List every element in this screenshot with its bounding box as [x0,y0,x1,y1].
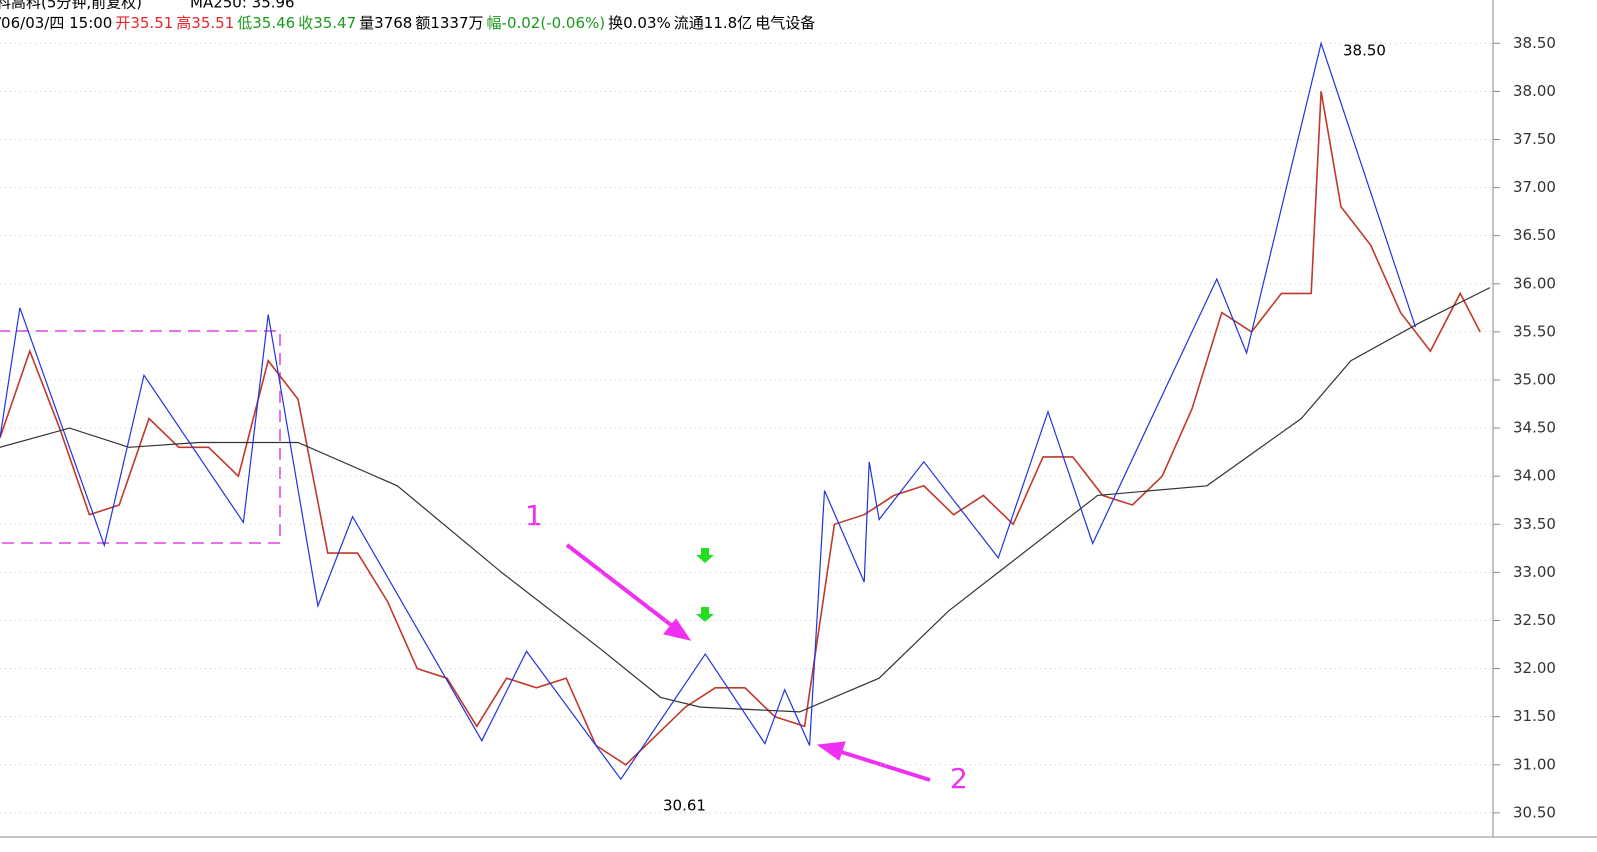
info-item: /06/03/四 15:00 [0,14,113,32]
y-tick-label: 37.50 [1513,130,1556,148]
y-tick-label: 36.00 [1513,274,1556,292]
ma-label: MA250: 35.96 [190,0,295,12]
signal-arrows [696,548,714,622]
y-tick-label: 33.00 [1513,563,1556,581]
callout-label: 1 [525,499,543,532]
y-tick-label: 33.50 [1513,515,1556,533]
callout-arrows [565,543,931,782]
y-tick-label: 32.50 [1513,611,1556,629]
series-line [0,91,1481,766]
high-label: 38.50 [1343,42,1386,60]
y-tick-label: 30.50 [1513,803,1556,821]
y-tick-label: 32.00 [1513,659,1556,677]
down-arrow [696,548,714,563]
down-arrow [696,607,714,622]
plot-bg [0,0,1493,837]
callout-label: 2 [950,762,968,795]
info-item: 流通11.8亿 [673,14,753,32]
info-item: 量3768 [359,14,413,32]
y-tick-label: 34.50 [1513,419,1556,437]
y-tick-label: 37.00 [1513,178,1556,196]
chart-title: 科高科(5分钟,前复权) [0,0,142,12]
y-tick-label: 31.00 [1513,755,1556,773]
info-item: 额1337万 [415,14,484,32]
arrow-head [663,618,692,641]
info-bar: /06/03/四 15:00 开35.51 高35.51 低35.46 收35.47 量3… [0,12,818,33]
y-tick-label: 35.50 [1513,322,1556,340]
info-item: 低35.46 [237,14,296,32]
y-tick-label: 35.00 [1513,370,1556,388]
y-tick-label: 34.00 [1513,467,1556,485]
info-item: 高35.51 [176,14,235,32]
low-label: 30.61 [663,797,706,815]
y-tick-label: 38.00 [1513,82,1556,100]
info-item: 换0.03% [608,14,671,32]
arrow-head [816,741,846,761]
arrow-2 [834,748,931,782]
y-tick-label: 31.50 [1513,707,1556,725]
series-line [0,41,1417,781]
arrow-1 [565,543,677,630]
info-item: 收35.47 [298,14,357,32]
info-item: 开35.51 [115,14,174,32]
y-tick-label: 36.50 [1513,226,1556,244]
info-item: 幅-0.02(-0.06%) [486,14,606,32]
y-tick-label: 38.50 [1513,34,1556,52]
series-line [0,287,1491,713]
info-item: 电气设备 [755,14,816,32]
range-box [0,330,281,544]
